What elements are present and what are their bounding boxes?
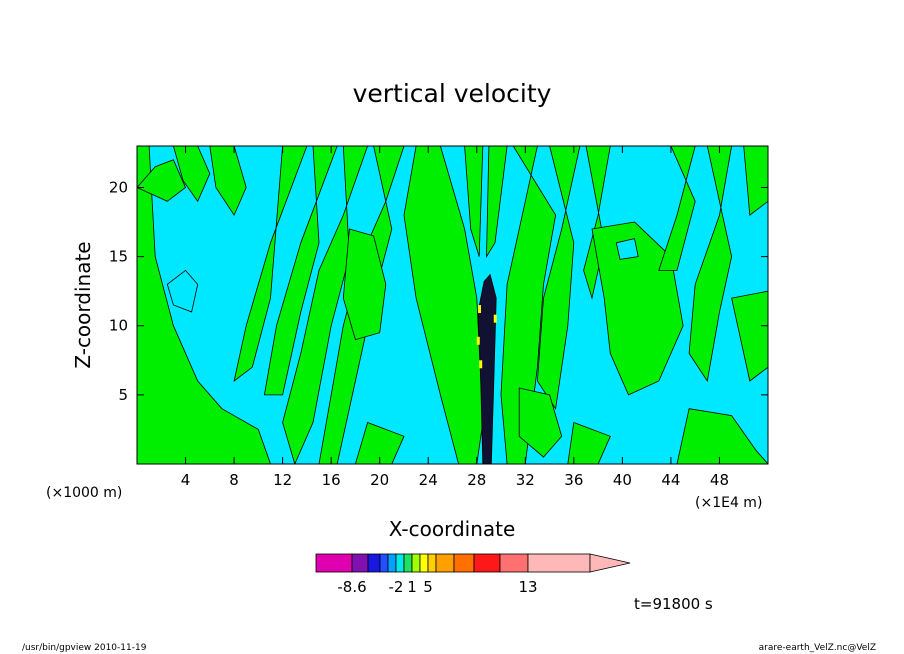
contour-region bbox=[166, 269, 199, 313]
x-axis: 4 8 12 16 20 24 28 32 36 40 44 48 bbox=[181, 146, 729, 489]
colorbar-swatch bbox=[427, 553, 437, 573]
chart-title: vertical velocity bbox=[353, 79, 552, 108]
colorbar-label: -8.6 bbox=[337, 578, 366, 596]
colorbar-swatch bbox=[435, 553, 455, 573]
x-tick-label: 4 bbox=[181, 471, 191, 489]
contour-region bbox=[688, 146, 733, 383]
contour-region bbox=[403, 146, 484, 464]
contour-region bbox=[464, 146, 484, 257]
contour-region bbox=[536, 146, 581, 410]
x-tick-label: 8 bbox=[229, 471, 239, 489]
contour-region bbox=[172, 146, 211, 203]
updraft-max bbox=[479, 360, 483, 369]
x-unit-label: (×1000 m) bbox=[46, 485, 122, 501]
contour-region bbox=[282, 146, 369, 464]
contour-region bbox=[518, 387, 563, 458]
colorbar-swatch bbox=[379, 553, 389, 573]
updraft-core bbox=[477, 273, 497, 464]
contour-region bbox=[354, 421, 405, 464]
colorbar-label: -2 bbox=[389, 578, 404, 596]
x-scale-label: (×1E4 m) bbox=[695, 495, 762, 511]
colorbar-swatch bbox=[473, 553, 501, 573]
contour-region bbox=[676, 408, 768, 464]
x-tick-label: 44 bbox=[661, 471, 680, 489]
contour-region bbox=[615, 238, 639, 260]
updraft-max bbox=[476, 336, 480, 345]
contour-region bbox=[137, 146, 271, 464]
colorbar-swatch bbox=[351, 553, 369, 573]
x-tick-label: 28 bbox=[467, 471, 486, 489]
contour-region bbox=[263, 146, 338, 396]
colorbar-swatch bbox=[387, 553, 397, 573]
colorbar-label: 5 bbox=[423, 578, 433, 596]
colorbar-label: 1 bbox=[407, 578, 417, 596]
updraft-max bbox=[477, 305, 481, 313]
contour-region bbox=[731, 290, 768, 382]
colorbar-swatch bbox=[499, 553, 529, 573]
x-tick-label: 24 bbox=[419, 471, 438, 489]
contour-region bbox=[209, 146, 247, 216]
contour-region bbox=[743, 146, 768, 216]
x-tick-label: 36 bbox=[564, 471, 583, 489]
time-label: t=91800 s bbox=[634, 595, 713, 613]
colorbar: -8.6 -2 1 5 13 bbox=[315, 553, 631, 596]
colorbar-swatch bbox=[419, 553, 429, 573]
x-axis-label: X-coordinate bbox=[389, 517, 516, 541]
x-tick-label: 48 bbox=[710, 471, 729, 489]
contour-region bbox=[342, 228, 387, 341]
x-tick-label: 12 bbox=[273, 471, 292, 489]
colorbar-swatch bbox=[453, 553, 475, 573]
footer-right: arare-earth_VelZ.nc@VelZ bbox=[759, 643, 876, 653]
contour-region bbox=[233, 146, 308, 382]
colorbar-swatch bbox=[411, 553, 421, 573]
colorbar-swatch bbox=[315, 553, 353, 573]
x-tick-label: 16 bbox=[322, 471, 341, 489]
colorbar-arrow bbox=[589, 553, 631, 573]
colorbar-label: 13 bbox=[518, 578, 537, 596]
contour-region bbox=[500, 146, 557, 464]
colorbar-swatch bbox=[395, 553, 405, 573]
contour-region bbox=[137, 159, 186, 202]
contour-layer bbox=[137, 146, 768, 464]
colorbar-swatch bbox=[367, 553, 381, 573]
y-tick-label: 10 bbox=[109, 317, 128, 335]
y-axis: 5 10 15 20 bbox=[109, 178, 768, 404]
plot-frame bbox=[136, 145, 769, 465]
contour-region bbox=[567, 421, 611, 464]
y-tick-label: 5 bbox=[118, 386, 128, 404]
colorbar-swatch bbox=[403, 553, 413, 573]
footer-left: /usr/bin/gpview 2010-11-19 bbox=[22, 643, 147, 653]
contour-region bbox=[486, 146, 508, 259]
y-tick-label: 20 bbox=[109, 178, 128, 196]
x-tick-label: 40 bbox=[613, 471, 632, 489]
y-tick-label: 15 bbox=[109, 248, 128, 266]
x-tick-label: 32 bbox=[516, 471, 535, 489]
updraft-max bbox=[493, 314, 497, 323]
x-tick-label: 20 bbox=[370, 471, 389, 489]
contour-region bbox=[658, 146, 696, 271]
y-axis-label: Z-coordinate bbox=[71, 241, 95, 368]
colorbar-swatch bbox=[527, 553, 591, 573]
